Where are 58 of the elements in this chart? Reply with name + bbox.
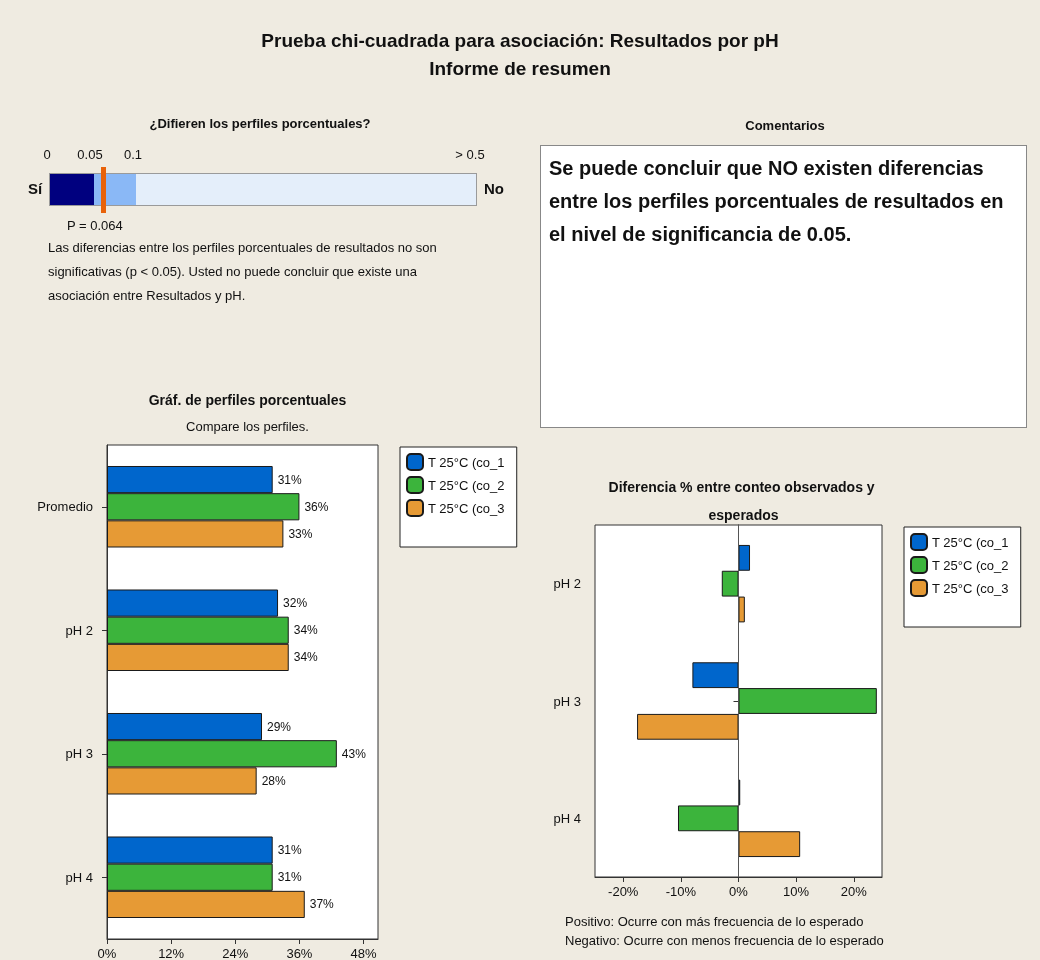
y-tick-label: pH 2	[553, 576, 581, 592]
chart-subtitle: Compare los perfiles.	[186, 419, 309, 434]
x-tick-label: 36%	[286, 946, 313, 960]
data-label: 34%	[293, 650, 319, 665]
text: 0	[42, 147, 52, 162]
text: ¿Difieren los perfiles porcentuales?	[148, 116, 372, 131]
x-tick-label: 0%	[97, 946, 117, 960]
bar	[637, 713, 739, 740]
text: Positivo: Ocurre con más frecuencia de lo esperado	[565, 914, 864, 929]
text: P = 0.064	[67, 218, 123, 233]
x-tick-label: 24%	[222, 946, 249, 960]
y-tick-label: pH 4	[65, 869, 93, 885]
y-tick-label: pH 4	[553, 810, 581, 826]
legend-label: T 25°C (co_3	[428, 500, 505, 516]
text: Informe de resumen	[428, 58, 612, 80]
data-label: 36%	[304, 499, 329, 514]
legend-label: T 25°C (co_1	[428, 454, 505, 470]
text: Comentarios	[744, 118, 826, 133]
bar	[738, 544, 751, 571]
data-label: 34%	[293, 623, 319, 638]
data-label: 31%	[277, 843, 303, 858]
legend-label: T 25°C (co_2	[932, 557, 1009, 573]
data-label: 29%	[267, 719, 292, 734]
legend-label: T 25°C (co_3	[932, 580, 1009, 596]
data-label: 31%	[277, 870, 303, 885]
text: 0.1	[122, 147, 144, 162]
text: Negativo: Ocurre con menos frecuencia de lo esperado	[565, 933, 884, 948]
data-label: 32%	[283, 596, 308, 611]
text: 0.05	[76, 147, 104, 162]
chart-title: Gráf. de perfiles porcentuales	[148, 392, 347, 408]
data-label: 37%	[309, 897, 335, 912]
x-tick-label: 12%	[158, 946, 185, 960]
x-tick-label: 0%	[729, 884, 749, 899]
bar	[738, 831, 801, 858]
text: Las diferencias entre los perfiles porcentuales de resultados no son significativas (p < 0.05). Usted no puede concluir que existe una asociación entre Resultados y pH.	[48, 239, 438, 305]
y-tick-label: pH 3	[553, 693, 581, 709]
y-tick-label: Promedio	[37, 499, 93, 515]
data-label: 43%	[341, 746, 367, 761]
x-tick-label: 10%	[783, 884, 810, 899]
x-tick-label: -10%	[665, 884, 697, 899]
bar	[692, 662, 739, 689]
data-label: 31%	[277, 472, 303, 487]
text: Se puede concluir que NO existen diferencias entre los perfiles porcentuales de resultados en el nivel de significancia de 0.05.	[549, 156, 1005, 247]
data-label: 28%	[261, 773, 287, 788]
text: No	[484, 180, 504, 197]
x-tick-label: 48%	[350, 946, 378, 960]
text: Sí	[28, 180, 43, 197]
legend-label: T 25°C (co_1	[932, 534, 1009, 550]
text: > 0.5	[454, 147, 486, 162]
bar	[738, 688, 877, 714]
x-tick-label: 20%	[840, 884, 868, 899]
x-tick-label: -20%	[608, 884, 639, 899]
legend-label: T 25°C (co_2	[428, 477, 505, 493]
text: Prueba chi-cuadrada para asociación: Resultados por pH	[260, 30, 780, 52]
y-tick-label: pH 3	[65, 746, 93, 762]
y-tick-label: pH 2	[65, 622, 93, 638]
chart-title: Diferencia % entre conteo observados y esperados	[608, 479, 879, 523]
data-label: 33%	[288, 526, 313, 541]
